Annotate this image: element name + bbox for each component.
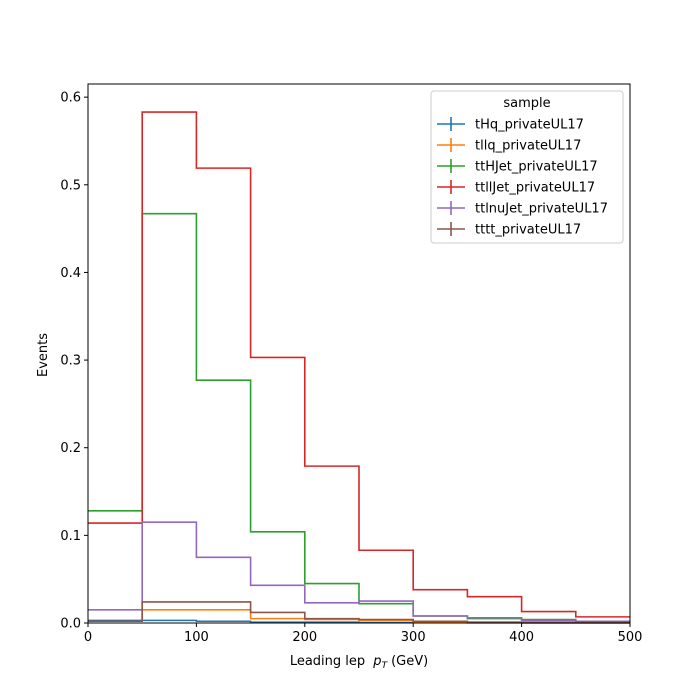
series-layer (88, 111, 630, 624)
legend-entry-ttllJet_privateUL17: ttllJet_privateUL17 (437, 180, 595, 196)
legend-entry-tllq_privateUL17: tllq_privateUL17 (437, 138, 581, 154)
x-axis-label: Leading lep pT (GeV) (290, 654, 428, 671)
legend-entry-tttt_privateUL17: tttt_privateUL17 (437, 222, 581, 238)
series-line-tttt_privateUL17 (88, 601, 630, 623)
axes-frame (87, 83, 631, 624)
x-tick-label: 300 (401, 630, 426, 645)
y-tick-label: 0.0 (60, 617, 81, 632)
series-line-ttlnuJet_privateUL17 (88, 521, 630, 623)
y-tick-label: 0.1 (60, 529, 81, 544)
y-tick-label: 0.2 (60, 441, 81, 456)
x-tick-label: 400 (509, 630, 534, 645)
legend-label: ttlnuJet_privateUL17 (475, 202, 608, 217)
x-tick-label: 0 (84, 630, 92, 645)
y-tick-label: 0.6 (60, 91, 81, 106)
legend-label: tttt_privateUL17 (475, 223, 581, 238)
y-tick-label: 0.3 (60, 354, 81, 369)
y-axis-label: Events (36, 333, 51, 377)
legend-label: tHq_privateUL17 (475, 118, 584, 133)
x-tick-label: 200 (292, 630, 317, 645)
legend-label: ttHJet_privateUL17 (475, 160, 598, 175)
legend: sample tHq_privateUL17 tllq_privateUL17 ttH… (430, 90, 624, 244)
series-line-ttllJet_privateUL17 (88, 111, 630, 618)
legend-label: ttllJet_privateUL17 (475, 181, 595, 196)
legend-entry-ttlnuJet_privateUL17: ttlnuJet_privateUL17 (437, 201, 608, 217)
x-tick-label: 500 (618, 630, 643, 645)
legend-box (430, 90, 624, 244)
legend-title: sample (503, 96, 550, 111)
x-tick-label: 100 (184, 630, 209, 645)
legend-entry-ttHJet_privateUL17: ttHJet_privateUL17 (437, 159, 598, 175)
legend-entry-tHq_privateUL17: tHq_privateUL17 (437, 117, 584, 133)
legend-label: tllq_privateUL17 (475, 139, 581, 154)
axes-layer: 0 100 200 300 400 500 0.0 0.1 0.2 0.3 0.4 0.5 0.6 (60, 83, 643, 645)
y-tick-label: 0.4 (60, 266, 81, 281)
y-tick-label: 0.5 (60, 178, 81, 193)
